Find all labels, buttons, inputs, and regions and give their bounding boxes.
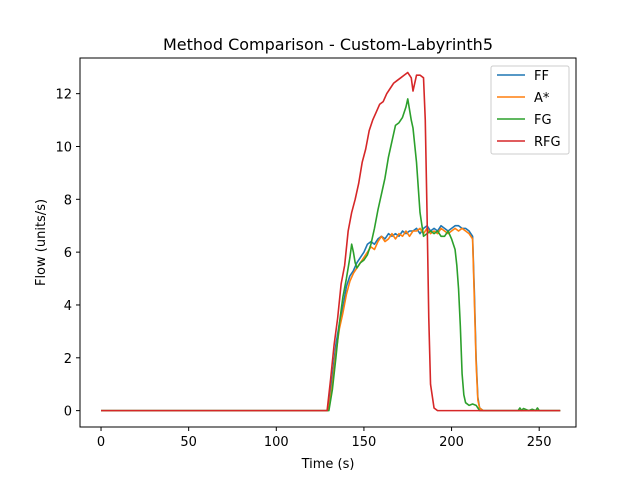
x-tick-label: 150 xyxy=(352,435,377,450)
x-tick-label: 250 xyxy=(527,435,552,450)
legend-label-3: RFG xyxy=(534,135,561,150)
series-layer xyxy=(101,71,561,412)
y-tick-label: 10 xyxy=(55,140,72,155)
legend-label-0: FF xyxy=(534,69,549,84)
y-tick-label: 12 xyxy=(55,88,72,103)
x-axis-label: Time (s) xyxy=(301,457,355,472)
x-tick-label: 100 xyxy=(264,435,289,450)
y-axis: 0 2 4 6 8 10 12 xyxy=(55,88,80,420)
y-tick-label: 8 xyxy=(64,193,72,208)
plot-frame xyxy=(79,57,577,428)
series-line-1 xyxy=(101,227,561,412)
chart-title: Method Comparison - Custom-Labyrinth5 xyxy=(163,35,493,54)
legend-label-2: FG xyxy=(534,113,552,128)
y-tick-label: 6 xyxy=(64,246,72,261)
series-line-0 xyxy=(101,224,561,412)
x-axis: 0 50 100 150 200 250 xyxy=(97,427,552,450)
x-tick-label: 0 xyxy=(97,435,105,450)
legend: FF A* FG RFG xyxy=(490,65,570,155)
series-line-3 xyxy=(101,71,561,412)
x-tick-label: 50 xyxy=(180,435,197,450)
legend-box xyxy=(490,65,570,155)
y-axis-label: Flow (units/s) xyxy=(34,199,49,286)
y-tick-label: 4 xyxy=(64,299,72,314)
y-tick-label: 2 xyxy=(64,352,72,367)
x-tick-label: 200 xyxy=(439,435,464,450)
legend-label-1: A* xyxy=(534,91,550,106)
y-tick-label: 0 xyxy=(64,405,72,420)
